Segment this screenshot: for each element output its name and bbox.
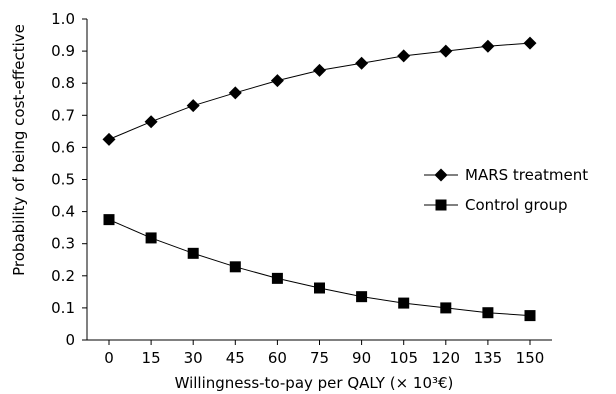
data-point-control [145,232,157,244]
x-tick-label: 45 [226,349,245,367]
series-line-mars [108,42,531,140]
data-point-mars [481,39,495,53]
data-point-control [524,310,536,322]
x-tick-label: 0 [104,349,114,367]
x-tick-label: 150 [516,349,545,367]
data-point-mars [102,132,116,146]
data-point-mars [355,56,369,70]
data-point-control [271,272,283,284]
legend-marker-control [435,199,447,211]
legend-label: Control group [465,196,568,214]
y-tick-label: 1.0 [51,10,75,28]
legend-label: MARS treatment [465,166,588,184]
y-tick-label: 0.8 [51,74,75,92]
series-line-control [108,219,531,317]
y-tick-label: 0 [65,331,75,349]
x-tick-label: 120 [431,349,460,367]
legend-item-control: Control group [424,196,568,214]
y-axis-title: Probability of being cost-effective [10,24,28,276]
legend-marker-mars [434,168,448,182]
y-tick-label: 0.9 [51,42,75,60]
y-tick-label: 0.6 [51,138,75,156]
x-axis-title: Willingness-to-pay per QALY (× 10³€) [175,374,454,392]
series-control [103,214,536,322]
data-point-mars [228,86,242,100]
data-point-mars [397,49,411,63]
x-tick-label: 60 [268,349,287,367]
y-tick-label: 0.1 [51,299,75,317]
data-point-control [229,261,241,273]
data-point-mars [313,63,326,77]
y-tick-label: 0.7 [51,106,75,124]
x-tick-label: 30 [184,349,203,367]
y-tick-label: 0.5 [51,171,75,189]
data-point-control [440,302,452,314]
legend: MARS treatment Control group [424,166,588,214]
x-tick-label: 15 [142,349,161,367]
x-tick-label: 105 [389,349,418,367]
data-point-control [314,282,325,294]
data-point-control [103,214,115,226]
data-point-mars [523,36,537,50]
x-tick-label: 135 [474,349,503,367]
data-point-control [482,307,494,319]
x-tick-label: 90 [352,349,371,367]
legend-item-mars: MARS treatment [424,166,588,184]
data-point-control [398,297,410,309]
x-tick-label: 75 [310,349,329,367]
data-point-control [187,247,199,259]
series-layer [102,36,537,322]
axes: 0 0.1 0.2 0.3 0.4 0.5 0.6 0.7 0.8 0.9 1.0 0 15 30 45 60… [51,10,552,367]
data-point-mars [270,74,284,88]
y-tick-label: 0.4 [51,203,75,221]
data-point-mars [144,115,158,129]
data-point-control [356,291,368,303]
y-tick-label: 0.3 [51,235,75,253]
y-tick-label: 0.2 [51,267,75,285]
data-point-mars [439,44,453,58]
series-mars [102,36,537,146]
data-point-mars [186,99,200,113]
